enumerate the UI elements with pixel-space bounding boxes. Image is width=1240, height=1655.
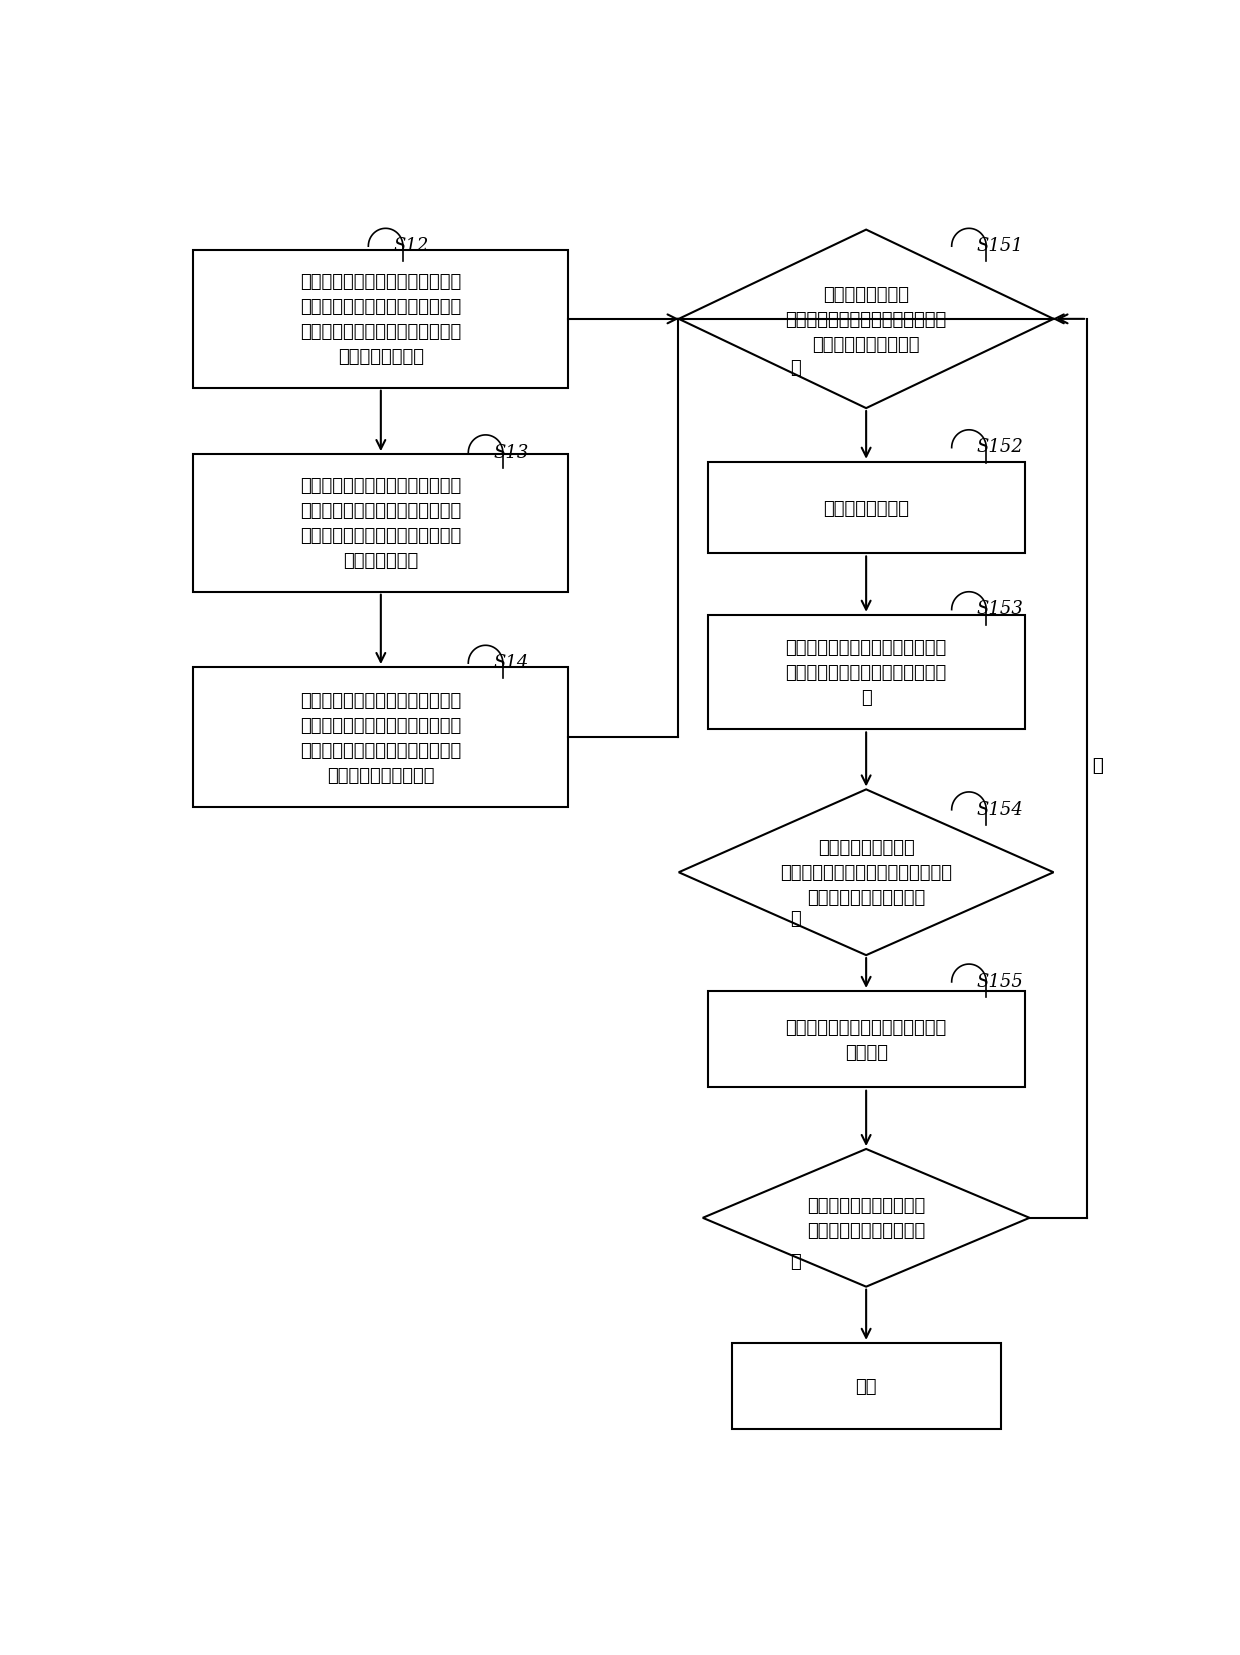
FancyBboxPatch shape xyxy=(708,616,1024,730)
Text: S152: S152 xyxy=(977,439,1023,457)
Text: S13: S13 xyxy=(494,444,528,462)
Text: 所对应的第一主链
区块高度的第一区块头信息和第二
区块头信息是否相同？: 所对应的第一主链 区块高度的第一区块头信息和第二 区块头信息是否相同？ xyxy=(785,286,947,354)
FancyBboxPatch shape xyxy=(732,1342,1001,1430)
FancyBboxPatch shape xyxy=(193,667,568,808)
Text: 第一平行链交易梅克
尔根与第二区块头信息中的第二平行
链交易梅克尔是否相同？: 第一平行链交易梅克 尔根与第二区块头信息中的第二平行 链交易梅克尔是否相同？ xyxy=(780,839,952,907)
Text: S153: S153 xyxy=(977,601,1023,617)
FancyBboxPatch shape xyxy=(193,252,568,389)
Text: 否: 否 xyxy=(1092,756,1102,775)
FancyBboxPatch shape xyxy=(708,462,1024,554)
Text: 否: 否 xyxy=(1092,756,1102,775)
FancyBboxPatch shape xyxy=(708,991,1024,1087)
Text: 是: 是 xyxy=(790,910,800,927)
Text: 根据各第一平行链交易生成第一平
行链区块: 根据各第一平行链交易生成第一平 行链区块 xyxy=(785,1018,947,1061)
Text: 根据第一数据集合中的各第一平行
链交易生成第一平行链交易梅克尔
根: 根据第一数据集合中的各第一平行 链交易生成第一平行链交易梅克尔 根 xyxy=(785,639,947,707)
Text: S154: S154 xyxy=(977,799,1023,818)
Text: 向主链节点发送第二请求信息，以
供主链节点返回包括当前平行链的
平行链交易的各第一主链区块的第
一主链区块高度: 向主链节点发送第二请求信息，以 供主链节点返回包括当前平行链的 平行链交易的各第… xyxy=(300,477,461,569)
Text: S14: S14 xyxy=(494,654,528,672)
Polygon shape xyxy=(678,230,1054,409)
FancyBboxPatch shape xyxy=(193,455,568,592)
Text: 存储第一数据集合: 存储第一数据集合 xyxy=(823,500,909,518)
Text: S155: S155 xyxy=(977,971,1023,990)
Text: 向主链节点发送请求区块头信息的
第一请求信息，以供主链节点根据
第一请求信息返回各主链区块高度
的第一区块头信息: 向主链节点发送请求区块头信息的 第一请求信息，以供主链节点根据 第一请求信息返回… xyxy=(300,273,461,366)
Text: 向主链节点发送包括若干第一主链
区块高度的第三请求信息，以供主
链节点返回所请求的各第一主链区
块高度的第一数据集合: 向主链节点发送包括若干第一主链 区块高度的第三请求信息，以供主 链节点返回所请求… xyxy=(300,692,461,784)
Text: S151: S151 xyxy=(977,237,1023,255)
Text: 结束: 结束 xyxy=(856,1377,877,1395)
Text: 当前第一数据集合是否为
最后一个第一数据集合？: 当前第一数据集合是否为 最后一个第一数据集合？ xyxy=(807,1197,925,1240)
Text: 是: 是 xyxy=(790,359,800,377)
Text: 是: 是 xyxy=(790,1253,800,1271)
Polygon shape xyxy=(703,1149,1029,1288)
Polygon shape xyxy=(678,789,1054,955)
Text: S12: S12 xyxy=(393,237,429,255)
